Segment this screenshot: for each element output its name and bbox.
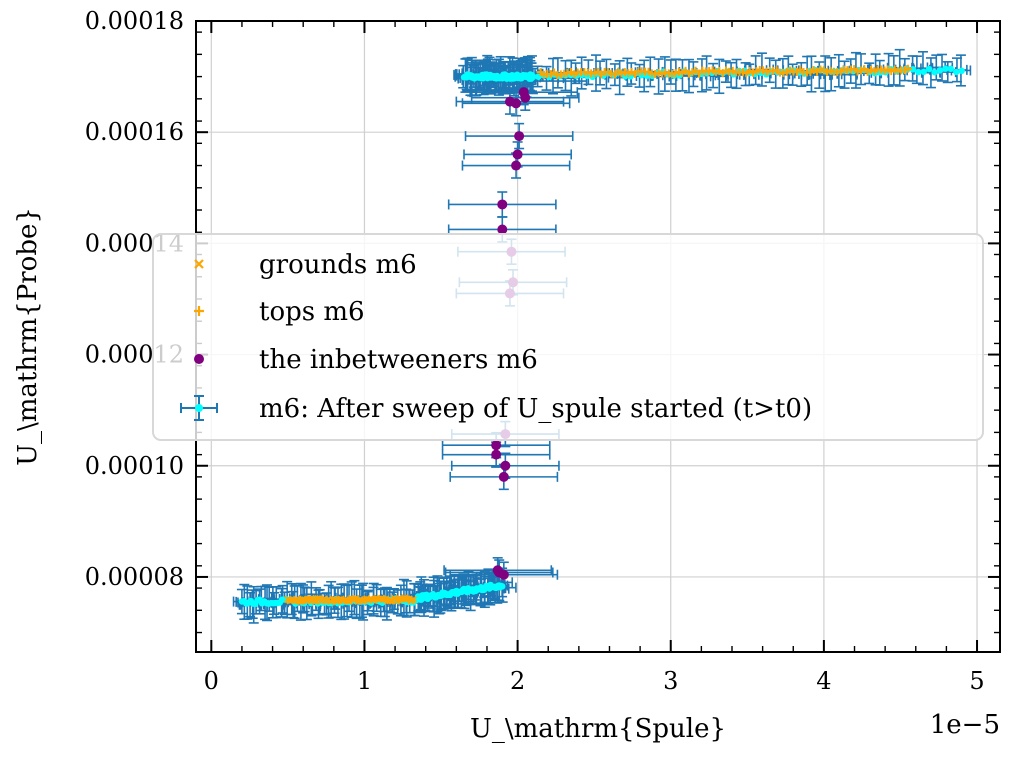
x-tick-label: 1: [357, 667, 372, 695]
inbetweener-point: [518, 87, 529, 98]
x-axis-offset-label: 1e−5: [930, 710, 1000, 740]
legend-marker-plus: [194, 306, 204, 316]
y-tick-label: 0.00010: [85, 452, 184, 480]
y-tick-label: 0.00016: [85, 118, 184, 146]
inbetweener-point: [497, 199, 508, 210]
legend-marker-dot: [194, 354, 204, 364]
grounds-marker: [403, 595, 411, 603]
legend-box: [152, 233, 984, 441]
x-tick-label: 2: [510, 667, 525, 695]
x-tick-label: 5: [969, 667, 984, 695]
errorbar-marker: [499, 583, 506, 590]
legend-label: m6: After sweep of U_spule started (t>t0…: [259, 394, 812, 424]
legend-entry: the inbetweeners m6: [194, 345, 538, 375]
errorbar-marker: [925, 65, 933, 73]
inbetweener-point: [500, 460, 511, 471]
y-axis-label: U_\mathrm{Probe}: [13, 207, 43, 466]
legend-entry: tops m6: [194, 297, 365, 327]
errorbar-marker: [953, 68, 960, 76]
series-tops: [536, 64, 913, 80]
x-axis-label: U_\mathrm{Spule}: [470, 714, 726, 744]
legend-label: grounds m6: [259, 250, 417, 280]
series-inbetweeners: [491, 87, 531, 580]
grounds-marker: [313, 594, 322, 603]
inbetweener-point: [512, 149, 523, 160]
legend-entry: grounds m6: [194, 250, 417, 280]
errorbar-marker: [947, 65, 955, 73]
errorbar-marker: [958, 67, 965, 75]
legend-marker-x: [194, 259, 204, 269]
legend-label: the inbetweeners m6: [259, 345, 538, 375]
legend-label: tops m6: [259, 297, 365, 327]
errorbar-marker: [621, 73, 629, 80]
legend-marker-cyan: [195, 404, 203, 412]
series-grounds: [284, 594, 418, 606]
errorbar-marker: [942, 65, 949, 72]
errorbar-marker: [931, 69, 938, 76]
legend-entry: m6: After sweep of U_spule started (t>t0…: [180, 394, 812, 424]
inbetweener-point: [491, 449, 502, 460]
inbetweener-point: [511, 98, 522, 109]
inbetweener-point: [498, 471, 509, 482]
errorbar-marker: [529, 73, 537, 81]
errorbar-marker: [920, 68, 927, 76]
inbetweener-point: [497, 224, 508, 235]
inbetweener-point: [511, 160, 522, 171]
inbetweener-point: [491, 440, 502, 451]
grounds-marker: [409, 595, 418, 604]
x-tick-label: 0: [204, 667, 219, 695]
tops-marker: [904, 64, 913, 73]
inbetweener-point: [498, 569, 509, 580]
grounds-marker: [386, 597, 394, 605]
x-tick-label: 4: [816, 667, 831, 695]
grounds-marker: [294, 597, 303, 605]
y-tick-label: 0.00008: [85, 563, 184, 591]
grounds-marker: [343, 597, 352, 605]
inbetweener-point: [514, 131, 525, 142]
legend: grounds m6 tops m6 the inbetweeners m6 m6: …: [152, 233, 984, 441]
y-tick-label: 0.00018: [85, 7, 184, 35]
x-tick-label: 3: [663, 667, 678, 695]
errorbar-marker: [936, 67, 944, 74]
errorbar-marker: [915, 68, 922, 76]
